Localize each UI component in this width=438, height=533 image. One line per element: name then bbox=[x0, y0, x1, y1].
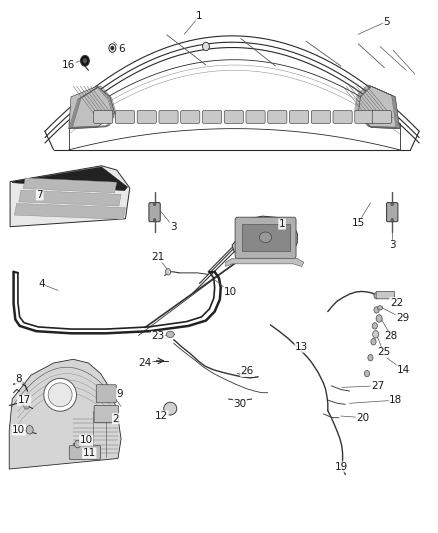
FancyBboxPatch shape bbox=[96, 385, 116, 403]
Text: 19: 19 bbox=[335, 462, 348, 472]
FancyBboxPatch shape bbox=[333, 111, 352, 123]
Text: 26: 26 bbox=[240, 367, 254, 376]
Text: 3: 3 bbox=[389, 240, 396, 251]
Circle shape bbox=[153, 219, 156, 222]
Circle shape bbox=[111, 46, 114, 50]
Text: 10: 10 bbox=[12, 425, 25, 435]
FancyBboxPatch shape bbox=[246, 111, 265, 123]
Circle shape bbox=[371, 338, 376, 345]
Text: 1: 1 bbox=[196, 11, 203, 21]
FancyBboxPatch shape bbox=[290, 111, 309, 123]
Text: 3: 3 bbox=[170, 222, 177, 232]
FancyBboxPatch shape bbox=[159, 111, 178, 123]
Text: 16: 16 bbox=[62, 60, 75, 70]
FancyBboxPatch shape bbox=[116, 111, 134, 123]
Circle shape bbox=[376, 315, 382, 322]
FancyBboxPatch shape bbox=[202, 111, 222, 123]
Text: 4: 4 bbox=[38, 279, 45, 289]
Circle shape bbox=[166, 269, 171, 275]
FancyBboxPatch shape bbox=[242, 224, 290, 251]
Text: 21: 21 bbox=[152, 252, 165, 262]
FancyBboxPatch shape bbox=[387, 203, 398, 222]
Polygon shape bbox=[226, 259, 304, 266]
Circle shape bbox=[373, 330, 379, 338]
Circle shape bbox=[26, 425, 33, 434]
Polygon shape bbox=[19, 190, 121, 206]
FancyBboxPatch shape bbox=[268, 111, 287, 123]
FancyBboxPatch shape bbox=[376, 292, 394, 299]
FancyBboxPatch shape bbox=[94, 406, 118, 422]
Text: 9: 9 bbox=[117, 389, 123, 399]
FancyBboxPatch shape bbox=[235, 217, 296, 259]
Text: 2: 2 bbox=[113, 414, 119, 424]
Text: 11: 11 bbox=[83, 448, 96, 458]
Text: 7: 7 bbox=[36, 190, 43, 200]
Circle shape bbox=[391, 203, 393, 206]
Polygon shape bbox=[14, 204, 125, 219]
Text: 25: 25 bbox=[377, 348, 390, 358]
Circle shape bbox=[368, 354, 373, 361]
Polygon shape bbox=[69, 86, 115, 128]
Polygon shape bbox=[9, 359, 121, 469]
Text: 12: 12 bbox=[155, 411, 168, 421]
Text: 30: 30 bbox=[233, 399, 247, 409]
Circle shape bbox=[153, 203, 156, 206]
FancyBboxPatch shape bbox=[94, 111, 113, 123]
Text: 24: 24 bbox=[138, 358, 152, 368]
Circle shape bbox=[81, 55, 89, 66]
Circle shape bbox=[374, 307, 379, 313]
Polygon shape bbox=[358, 86, 399, 128]
FancyBboxPatch shape bbox=[311, 111, 330, 123]
Text: 14: 14 bbox=[397, 365, 410, 375]
Ellipse shape bbox=[259, 232, 272, 243]
Circle shape bbox=[24, 402, 30, 409]
FancyBboxPatch shape bbox=[69, 446, 101, 459]
Text: 28: 28 bbox=[385, 332, 398, 342]
Circle shape bbox=[391, 219, 393, 222]
Text: 18: 18 bbox=[389, 395, 403, 405]
Circle shape bbox=[364, 370, 370, 377]
Text: 20: 20 bbox=[356, 413, 369, 423]
Circle shape bbox=[83, 58, 87, 63]
Text: 15: 15 bbox=[352, 218, 365, 228]
Text: 8: 8 bbox=[15, 374, 22, 384]
Text: 29: 29 bbox=[396, 313, 409, 324]
FancyBboxPatch shape bbox=[224, 111, 244, 123]
Circle shape bbox=[109, 44, 116, 52]
Text: 27: 27 bbox=[371, 381, 384, 391]
FancyBboxPatch shape bbox=[181, 111, 200, 123]
Ellipse shape bbox=[166, 331, 174, 337]
Text: 13: 13 bbox=[295, 342, 308, 352]
Polygon shape bbox=[232, 216, 297, 261]
FancyBboxPatch shape bbox=[149, 203, 160, 222]
Polygon shape bbox=[23, 178, 117, 193]
Circle shape bbox=[372, 322, 378, 329]
Ellipse shape bbox=[378, 306, 383, 310]
Text: 6: 6 bbox=[118, 44, 124, 54]
Ellipse shape bbox=[164, 402, 177, 415]
Circle shape bbox=[74, 440, 81, 448]
Text: 17: 17 bbox=[18, 395, 31, 405]
Text: 23: 23 bbox=[152, 332, 165, 342]
Ellipse shape bbox=[48, 383, 72, 407]
Text: 10: 10 bbox=[80, 435, 93, 446]
Text: 10: 10 bbox=[223, 287, 237, 297]
FancyBboxPatch shape bbox=[372, 111, 391, 123]
FancyBboxPatch shape bbox=[355, 111, 374, 123]
Ellipse shape bbox=[44, 378, 77, 411]
Circle shape bbox=[374, 293, 379, 299]
Text: 1: 1 bbox=[279, 219, 286, 229]
Polygon shape bbox=[12, 167, 127, 191]
Circle shape bbox=[202, 42, 209, 51]
Text: 5: 5 bbox=[383, 17, 390, 27]
Polygon shape bbox=[10, 166, 130, 227]
FancyBboxPatch shape bbox=[137, 111, 156, 123]
Text: 22: 22 bbox=[390, 297, 403, 308]
